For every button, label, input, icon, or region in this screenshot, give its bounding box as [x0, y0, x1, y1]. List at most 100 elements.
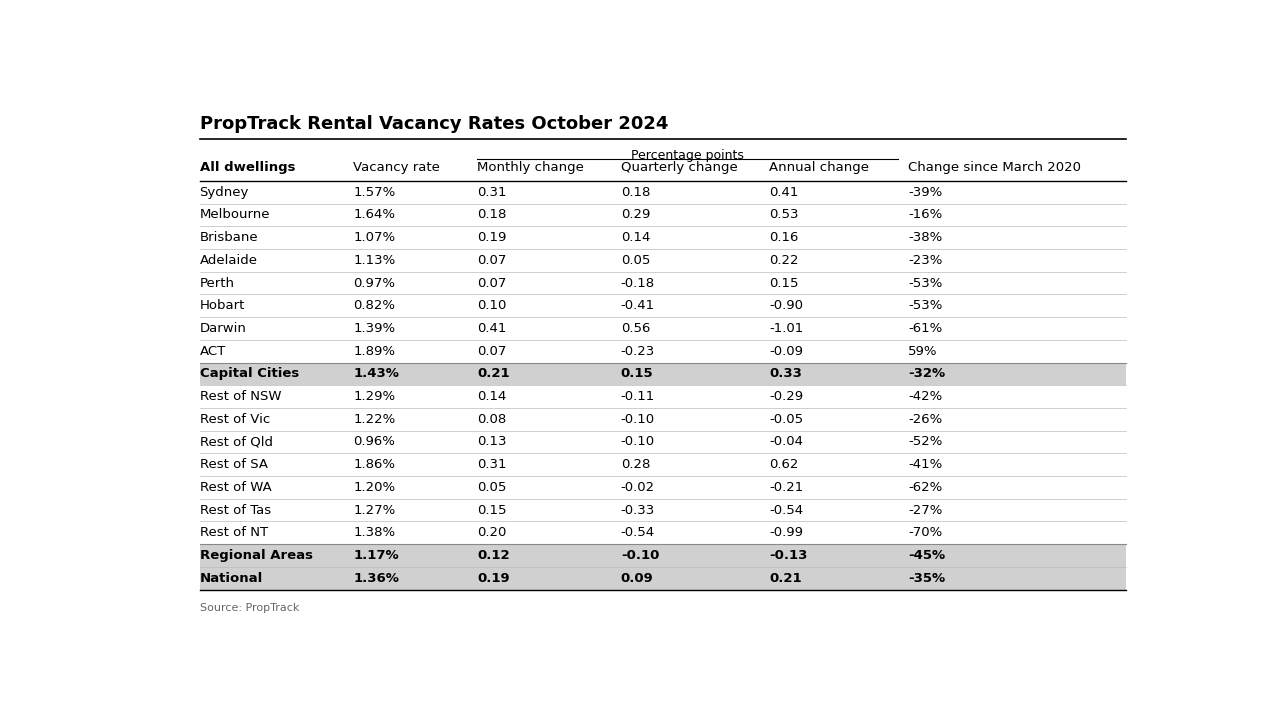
Text: -53%: -53% [908, 277, 943, 290]
Text: All dwellings: All dwellings [200, 161, 295, 174]
FancyBboxPatch shape [200, 521, 1127, 544]
Text: -62%: -62% [908, 481, 943, 494]
Text: 0.05: 0.05 [620, 254, 650, 267]
Text: 1.39%: 1.39% [353, 322, 395, 335]
Text: 0.82%: 0.82% [353, 299, 395, 312]
Text: 0.15: 0.15 [770, 277, 799, 290]
Text: Monthly change: Monthly change [477, 161, 585, 174]
Text: ACT: ACT [200, 344, 226, 357]
Text: -32%: -32% [908, 367, 945, 380]
Text: -0.05: -0.05 [770, 413, 803, 426]
Text: Hobart: Hobart [200, 299, 244, 312]
Text: 1.86%: 1.86% [353, 458, 395, 471]
Text: 0.12: 0.12 [477, 549, 510, 562]
Text: 1.43%: 1.43% [353, 367, 399, 380]
Text: 0.21: 0.21 [770, 572, 802, 585]
Text: -0.18: -0.18 [620, 277, 655, 290]
FancyBboxPatch shape [200, 226, 1127, 249]
Text: 0.05: 0.05 [477, 481, 506, 494]
Text: 1.89%: 1.89% [353, 344, 395, 357]
Text: -0.54: -0.54 [770, 503, 803, 516]
Text: -0.04: -0.04 [770, 436, 803, 449]
Text: -0.90: -0.90 [770, 299, 803, 312]
Text: -0.09: -0.09 [770, 344, 803, 357]
Text: Capital Cities: Capital Cities [200, 367, 299, 380]
Text: -53%: -53% [908, 299, 943, 312]
Text: Darwin: Darwin [200, 322, 247, 335]
Text: Rest of Tas: Rest of Tas [200, 503, 271, 516]
Text: -38%: -38% [908, 232, 943, 244]
Text: 0.31: 0.31 [477, 186, 506, 198]
Text: Source: PropTrack: Source: PropTrack [200, 603, 299, 613]
Text: -35%: -35% [908, 572, 945, 585]
Text: 0.22: 0.22 [770, 254, 799, 267]
Text: Perth: Perth [200, 277, 234, 290]
Text: 0.97%: 0.97% [353, 277, 395, 290]
Text: -0.13: -0.13 [770, 549, 808, 562]
Text: 1.27%: 1.27% [353, 503, 395, 516]
Text: -0.10: -0.10 [620, 549, 659, 562]
Text: 1.20%: 1.20% [353, 481, 395, 494]
Text: National: National [200, 572, 262, 585]
Text: 1.13%: 1.13% [353, 254, 395, 267]
Text: Vacancy rate: Vacancy rate [353, 161, 440, 174]
FancyBboxPatch shape [200, 249, 1127, 272]
Text: Rest of WA: Rest of WA [200, 481, 271, 494]
Text: 0.19: 0.19 [477, 232, 506, 244]
Text: -70%: -70% [908, 526, 943, 539]
Text: PropTrack Rental Vacancy Rates October 2024: PropTrack Rental Vacancy Rates October 2… [200, 115, 668, 133]
Text: Annual change: Annual change [770, 161, 870, 174]
FancyBboxPatch shape [200, 272, 1127, 295]
Text: 0.14: 0.14 [620, 232, 650, 244]
Text: 0.16: 0.16 [770, 232, 799, 244]
Text: 0.14: 0.14 [477, 390, 506, 403]
FancyBboxPatch shape [200, 385, 1127, 408]
Text: -27%: -27% [908, 503, 943, 516]
FancyBboxPatch shape [200, 499, 1127, 521]
FancyBboxPatch shape [200, 476, 1127, 499]
Text: Rest of Qld: Rest of Qld [200, 436, 272, 449]
FancyBboxPatch shape [200, 181, 1127, 203]
FancyBboxPatch shape [200, 431, 1127, 454]
Text: -1.01: -1.01 [770, 322, 803, 335]
Text: -41%: -41% [908, 458, 943, 471]
Text: Rest of NSW: Rest of NSW [200, 390, 281, 403]
Text: -0.99: -0.99 [770, 526, 803, 539]
Text: 0.13: 0.13 [477, 436, 506, 449]
Text: 0.09: 0.09 [620, 572, 654, 585]
Text: 0.08: 0.08 [477, 413, 506, 426]
FancyBboxPatch shape [200, 362, 1127, 385]
Text: -61%: -61% [908, 322, 943, 335]
Text: 0.62: 0.62 [770, 458, 799, 471]
Text: -0.33: -0.33 [620, 503, 655, 516]
Text: -0.54: -0.54 [620, 526, 655, 539]
Text: -45%: -45% [908, 549, 945, 562]
Text: -23%: -23% [908, 254, 943, 267]
Text: 0.41: 0.41 [770, 186, 799, 198]
Text: 0.15: 0.15 [620, 367, 654, 380]
Text: 0.96%: 0.96% [353, 436, 395, 449]
Text: -42%: -42% [908, 390, 943, 403]
Text: 0.33: 0.33 [770, 367, 802, 380]
Text: -0.23: -0.23 [620, 344, 655, 357]
Text: 0.31: 0.31 [477, 458, 506, 471]
Text: 1.36%: 1.36% [353, 572, 399, 585]
Text: 1.38%: 1.38% [353, 526, 395, 539]
Text: 59%: 59% [908, 344, 938, 357]
Text: Percentage points: Percentage points [632, 149, 744, 162]
Text: -0.10: -0.10 [620, 436, 655, 449]
Text: 0.21: 0.21 [477, 367, 510, 380]
Text: 0.53: 0.53 [770, 209, 799, 221]
FancyBboxPatch shape [200, 408, 1127, 431]
Text: Rest of SA: Rest of SA [200, 458, 267, 471]
FancyBboxPatch shape [200, 454, 1127, 476]
Text: 0.07: 0.07 [477, 344, 506, 357]
Text: 1.57%: 1.57% [353, 186, 395, 198]
Text: 0.28: 0.28 [620, 458, 650, 471]
Text: 0.56: 0.56 [620, 322, 650, 335]
Text: Regional Areas: Regional Areas [200, 549, 312, 562]
Text: 0.15: 0.15 [477, 503, 506, 516]
Text: 0.10: 0.10 [477, 299, 506, 312]
Text: Quarterly change: Quarterly change [620, 161, 738, 174]
Text: 1.64%: 1.64% [353, 209, 395, 221]
